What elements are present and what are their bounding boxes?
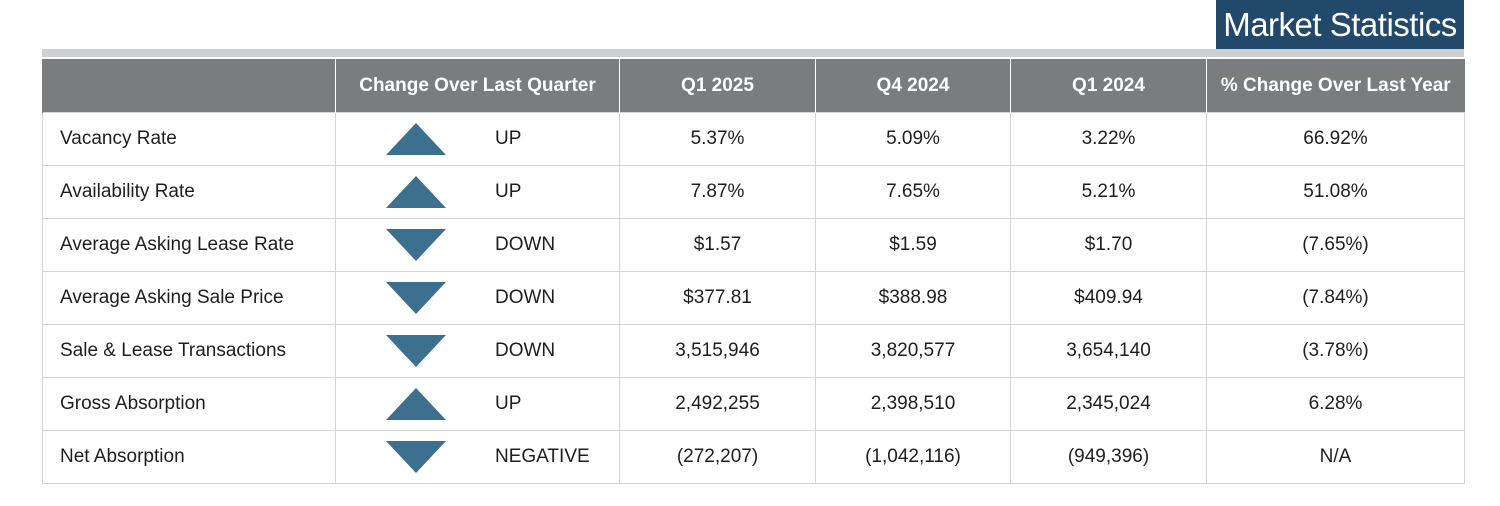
q1-2025-value: 7.87% — [619, 165, 816, 219]
change-cell: DOWN — [335, 218, 620, 272]
metric-label: Sale & Lease Transactions — [42, 324, 336, 378]
change-cell: DOWN — [335, 271, 620, 325]
q4-2024-value: (1,042,116) — [815, 430, 1011, 484]
metric-label: Vacancy Rate — [42, 112, 336, 166]
arrow-down-icon — [386, 282, 446, 314]
q1-2024-value: 3.22% — [1010, 112, 1207, 166]
page-title: Market Statistics — [1216, 0, 1464, 49]
header-q1-2024: Q1 2024 — [1010, 59, 1207, 113]
arrow-down-icon — [386, 441, 446, 473]
arrow-down-icon — [386, 229, 446, 261]
q4-2024-value: 2,398,510 — [815, 377, 1011, 431]
q4-2024-value: $388.98 — [815, 271, 1011, 325]
table-row: Average Asking Lease Rate DOWN $1.57 $1.59 $… — [42, 218, 1465, 272]
table-row: Net Absorption NEGATIVE (272,207) (1,042,11… — [42, 430, 1465, 484]
q1-2025-value: 3,515,946 — [619, 324, 816, 378]
header-q4-2024: Q4 2024 — [815, 59, 1011, 113]
change-label: UP — [495, 393, 522, 414]
q4-2024-value: $1.59 — [815, 218, 1011, 272]
metric-label: Average Asking Sale Price — [42, 271, 336, 325]
metric-label: Availability Rate — [42, 165, 336, 219]
q1-2024-value: $409.94 — [1010, 271, 1207, 325]
table-row: Gross Absorption UP 2,492,255 2,398,510 2,34… — [42, 377, 1465, 431]
q1-2025-value: (272,207) — [619, 430, 816, 484]
table-row: Sale & Lease Transactions DOWN 3,515,946 3,… — [42, 324, 1465, 378]
table-row: Vacancy Rate UP 5.37% 5.09% 3.22% 66.92% — [42, 112, 1465, 166]
top-divider — [42, 49, 1464, 57]
q4-2024-value: 3,820,577 — [815, 324, 1011, 378]
arrow-up-icon — [386, 123, 446, 155]
arrow-up-icon — [386, 388, 446, 420]
header-change-over-last-quarter: Change Over Last Quarter — [335, 59, 620, 113]
q1-2025-value: 5.37% — [619, 112, 816, 166]
table-row: Average Asking Sale Price DOWN $377.81 $388… — [42, 271, 1465, 325]
q1-2025-value: $1.57 — [619, 218, 816, 272]
q1-2025-value: 2,492,255 — [619, 377, 816, 431]
yoy-change-value: N/A — [1206, 430, 1465, 484]
q4-2024-value: 5.09% — [815, 112, 1011, 166]
yoy-change-value: (7.84%) — [1206, 271, 1465, 325]
yoy-change-value: 66.92% — [1206, 112, 1465, 166]
yoy-change-value: 6.28% — [1206, 377, 1465, 431]
header-metric — [42, 59, 336, 113]
q1-2024-value: 3,654,140 — [1010, 324, 1207, 378]
change-cell: UP — [335, 112, 620, 166]
arrow-up-icon — [386, 176, 446, 208]
metric-label: Net Absorption — [42, 430, 336, 484]
change-label: DOWN — [495, 287, 556, 308]
change-label: DOWN — [495, 234, 556, 255]
q1-2024-value: 2,345,024 — [1010, 377, 1207, 431]
q1-2024-value: $1.70 — [1010, 218, 1207, 272]
change-cell: UP — [335, 377, 620, 431]
market-statistics-table: Change Over Last Quarter Q1 2025 Q4 2024… — [42, 59, 1465, 484]
change-label: DOWN — [495, 340, 556, 361]
yoy-change-value: (3.78%) — [1206, 324, 1465, 378]
q1-2024-value: 5.21% — [1010, 165, 1207, 219]
change-cell: NEGATIVE — [335, 430, 620, 484]
q4-2024-value: 7.65% — [815, 165, 1011, 219]
table-header-row: Change Over Last Quarter Q1 2025 Q4 2024… — [42, 59, 1465, 113]
change-cell: UP — [335, 165, 620, 219]
table-row: Availability Rate UP 7.87% 7.65% 5.21% 51.08% — [42, 165, 1465, 219]
metric-label: Average Asking Lease Rate — [42, 218, 336, 272]
metric-label: Gross Absorption — [42, 377, 336, 431]
header-percent-change-over-last-year: % Change Over Last Year — [1206, 59, 1465, 113]
arrow-down-icon — [386, 335, 446, 367]
change-label: UP — [495, 181, 522, 202]
yoy-change-value: (7.65%) — [1206, 218, 1465, 272]
change-cell: DOWN — [335, 324, 620, 378]
change-label: NEGATIVE — [495, 446, 590, 467]
yoy-change-value: 51.08% — [1206, 165, 1465, 219]
q1-2024-value: (949,396) — [1010, 430, 1207, 484]
change-label: UP — [495, 128, 522, 149]
header-q1-2025: Q1 2025 — [619, 59, 816, 113]
q1-2025-value: $377.81 — [619, 271, 816, 325]
